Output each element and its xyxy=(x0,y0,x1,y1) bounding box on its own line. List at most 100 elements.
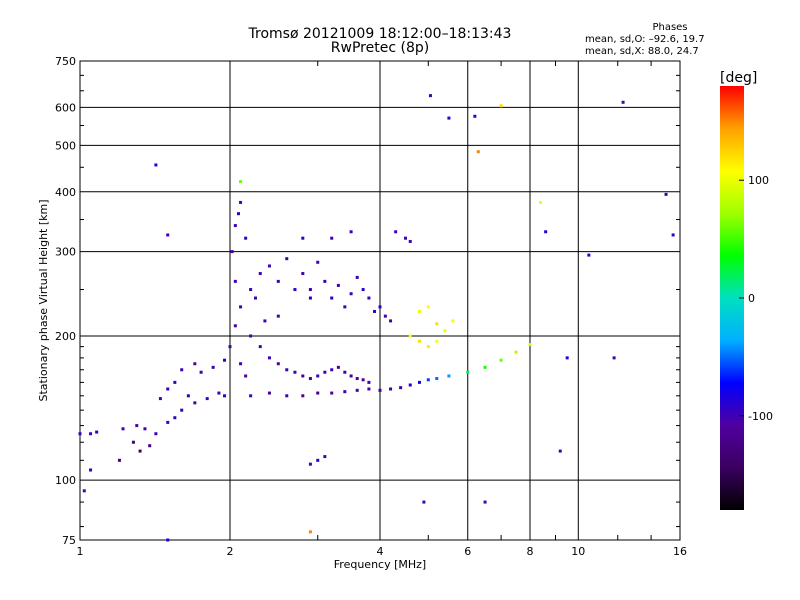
data-point xyxy=(349,230,353,234)
data-point xyxy=(473,114,477,118)
data-point xyxy=(258,345,262,349)
data-point xyxy=(330,236,334,240)
phase-o-stats: mean, sd,O: –92.6, 19.7 xyxy=(585,34,705,45)
data-point xyxy=(249,288,253,292)
data-points xyxy=(78,94,675,542)
data-point xyxy=(316,391,320,395)
data-point xyxy=(435,339,439,343)
colorbar-tick-label: -100 xyxy=(748,410,773,423)
data-point xyxy=(330,296,334,300)
data-point xyxy=(355,275,359,279)
data-point xyxy=(193,401,197,405)
data-point xyxy=(422,500,426,504)
data-point xyxy=(233,224,237,228)
chart-title-line2: RwPretec (8p) xyxy=(330,40,430,56)
data-point xyxy=(249,334,253,338)
y-tick-label: 600 xyxy=(55,101,76,114)
data-point xyxy=(131,440,135,444)
data-point xyxy=(228,345,232,349)
data-point xyxy=(135,424,139,428)
x-tick-label: 10 xyxy=(571,545,585,558)
data-point xyxy=(249,394,253,398)
data-point xyxy=(483,365,487,369)
data-point xyxy=(239,180,243,184)
data-point xyxy=(148,444,152,448)
x-tick-label: 16 xyxy=(673,545,687,558)
data-point xyxy=(233,324,237,328)
data-point xyxy=(267,391,271,395)
x-tick-label: 6 xyxy=(464,545,471,558)
data-point xyxy=(223,358,227,362)
data-point xyxy=(389,319,393,323)
data-point xyxy=(343,370,347,374)
data-point xyxy=(428,94,432,98)
data-point xyxy=(349,292,353,296)
data-point xyxy=(89,468,93,472)
x-tick-label: 2 xyxy=(227,545,234,558)
data-point xyxy=(199,370,203,374)
data-point xyxy=(443,329,447,333)
y-tick-label: 200 xyxy=(55,330,76,343)
data-point xyxy=(301,272,305,276)
data-point xyxy=(308,296,312,300)
data-point xyxy=(267,264,271,268)
data-point xyxy=(671,233,675,237)
colorbar-ticks: 100 0 -100 xyxy=(739,174,773,423)
data-point xyxy=(483,500,487,504)
data-point xyxy=(367,380,371,384)
data-point xyxy=(539,200,543,204)
grid xyxy=(80,61,680,540)
data-point xyxy=(343,305,347,309)
x-tick-label: 1 xyxy=(77,545,84,558)
data-point xyxy=(223,394,227,398)
data-point xyxy=(276,314,280,318)
data-point xyxy=(621,100,625,104)
data-point xyxy=(361,288,365,292)
data-point xyxy=(158,397,162,401)
data-point xyxy=(301,236,305,240)
data-point xyxy=(82,489,86,493)
data-point xyxy=(336,283,340,287)
data-point xyxy=(308,288,312,292)
data-point xyxy=(173,380,177,384)
data-point xyxy=(565,356,569,360)
data-point xyxy=(403,236,407,240)
x-tick-label: 4 xyxy=(377,545,384,558)
data-point xyxy=(239,305,243,309)
y-axis-label: Stationary phase Virtual Height [km] xyxy=(37,199,50,401)
data-point xyxy=(285,257,289,261)
colorbar-tick-label: 0 xyxy=(748,292,755,305)
data-point xyxy=(263,319,267,323)
data-point xyxy=(78,432,82,436)
data-point xyxy=(476,150,480,154)
data-point xyxy=(587,253,591,257)
data-point xyxy=(361,378,365,382)
data-point xyxy=(451,319,455,323)
data-point xyxy=(373,309,377,313)
phase-statistics: Phases mean, sd,O: –92.6, 19.7 mean, sd,… xyxy=(585,22,735,58)
data-point xyxy=(138,449,142,453)
data-point xyxy=(244,236,248,240)
data-point xyxy=(417,309,421,313)
data-point xyxy=(121,427,125,431)
data-point xyxy=(285,394,289,398)
data-point xyxy=(330,368,334,372)
data-point xyxy=(408,239,412,243)
data-point xyxy=(417,380,421,384)
data-point xyxy=(173,416,177,420)
data-point xyxy=(233,279,237,283)
data-point xyxy=(186,394,190,398)
data-point xyxy=(293,370,297,374)
data-point xyxy=(95,430,99,434)
data-point xyxy=(166,420,170,424)
data-point xyxy=(301,394,305,398)
phase-x-stats: mean, sd,X: 88.0, 24.7 xyxy=(585,46,699,57)
data-point xyxy=(558,449,562,453)
data-point xyxy=(378,388,382,392)
data-point xyxy=(244,374,248,378)
data-point xyxy=(308,462,312,466)
data-point xyxy=(378,305,382,309)
data-point xyxy=(217,391,221,395)
data-point xyxy=(612,356,616,360)
data-point xyxy=(258,272,262,276)
